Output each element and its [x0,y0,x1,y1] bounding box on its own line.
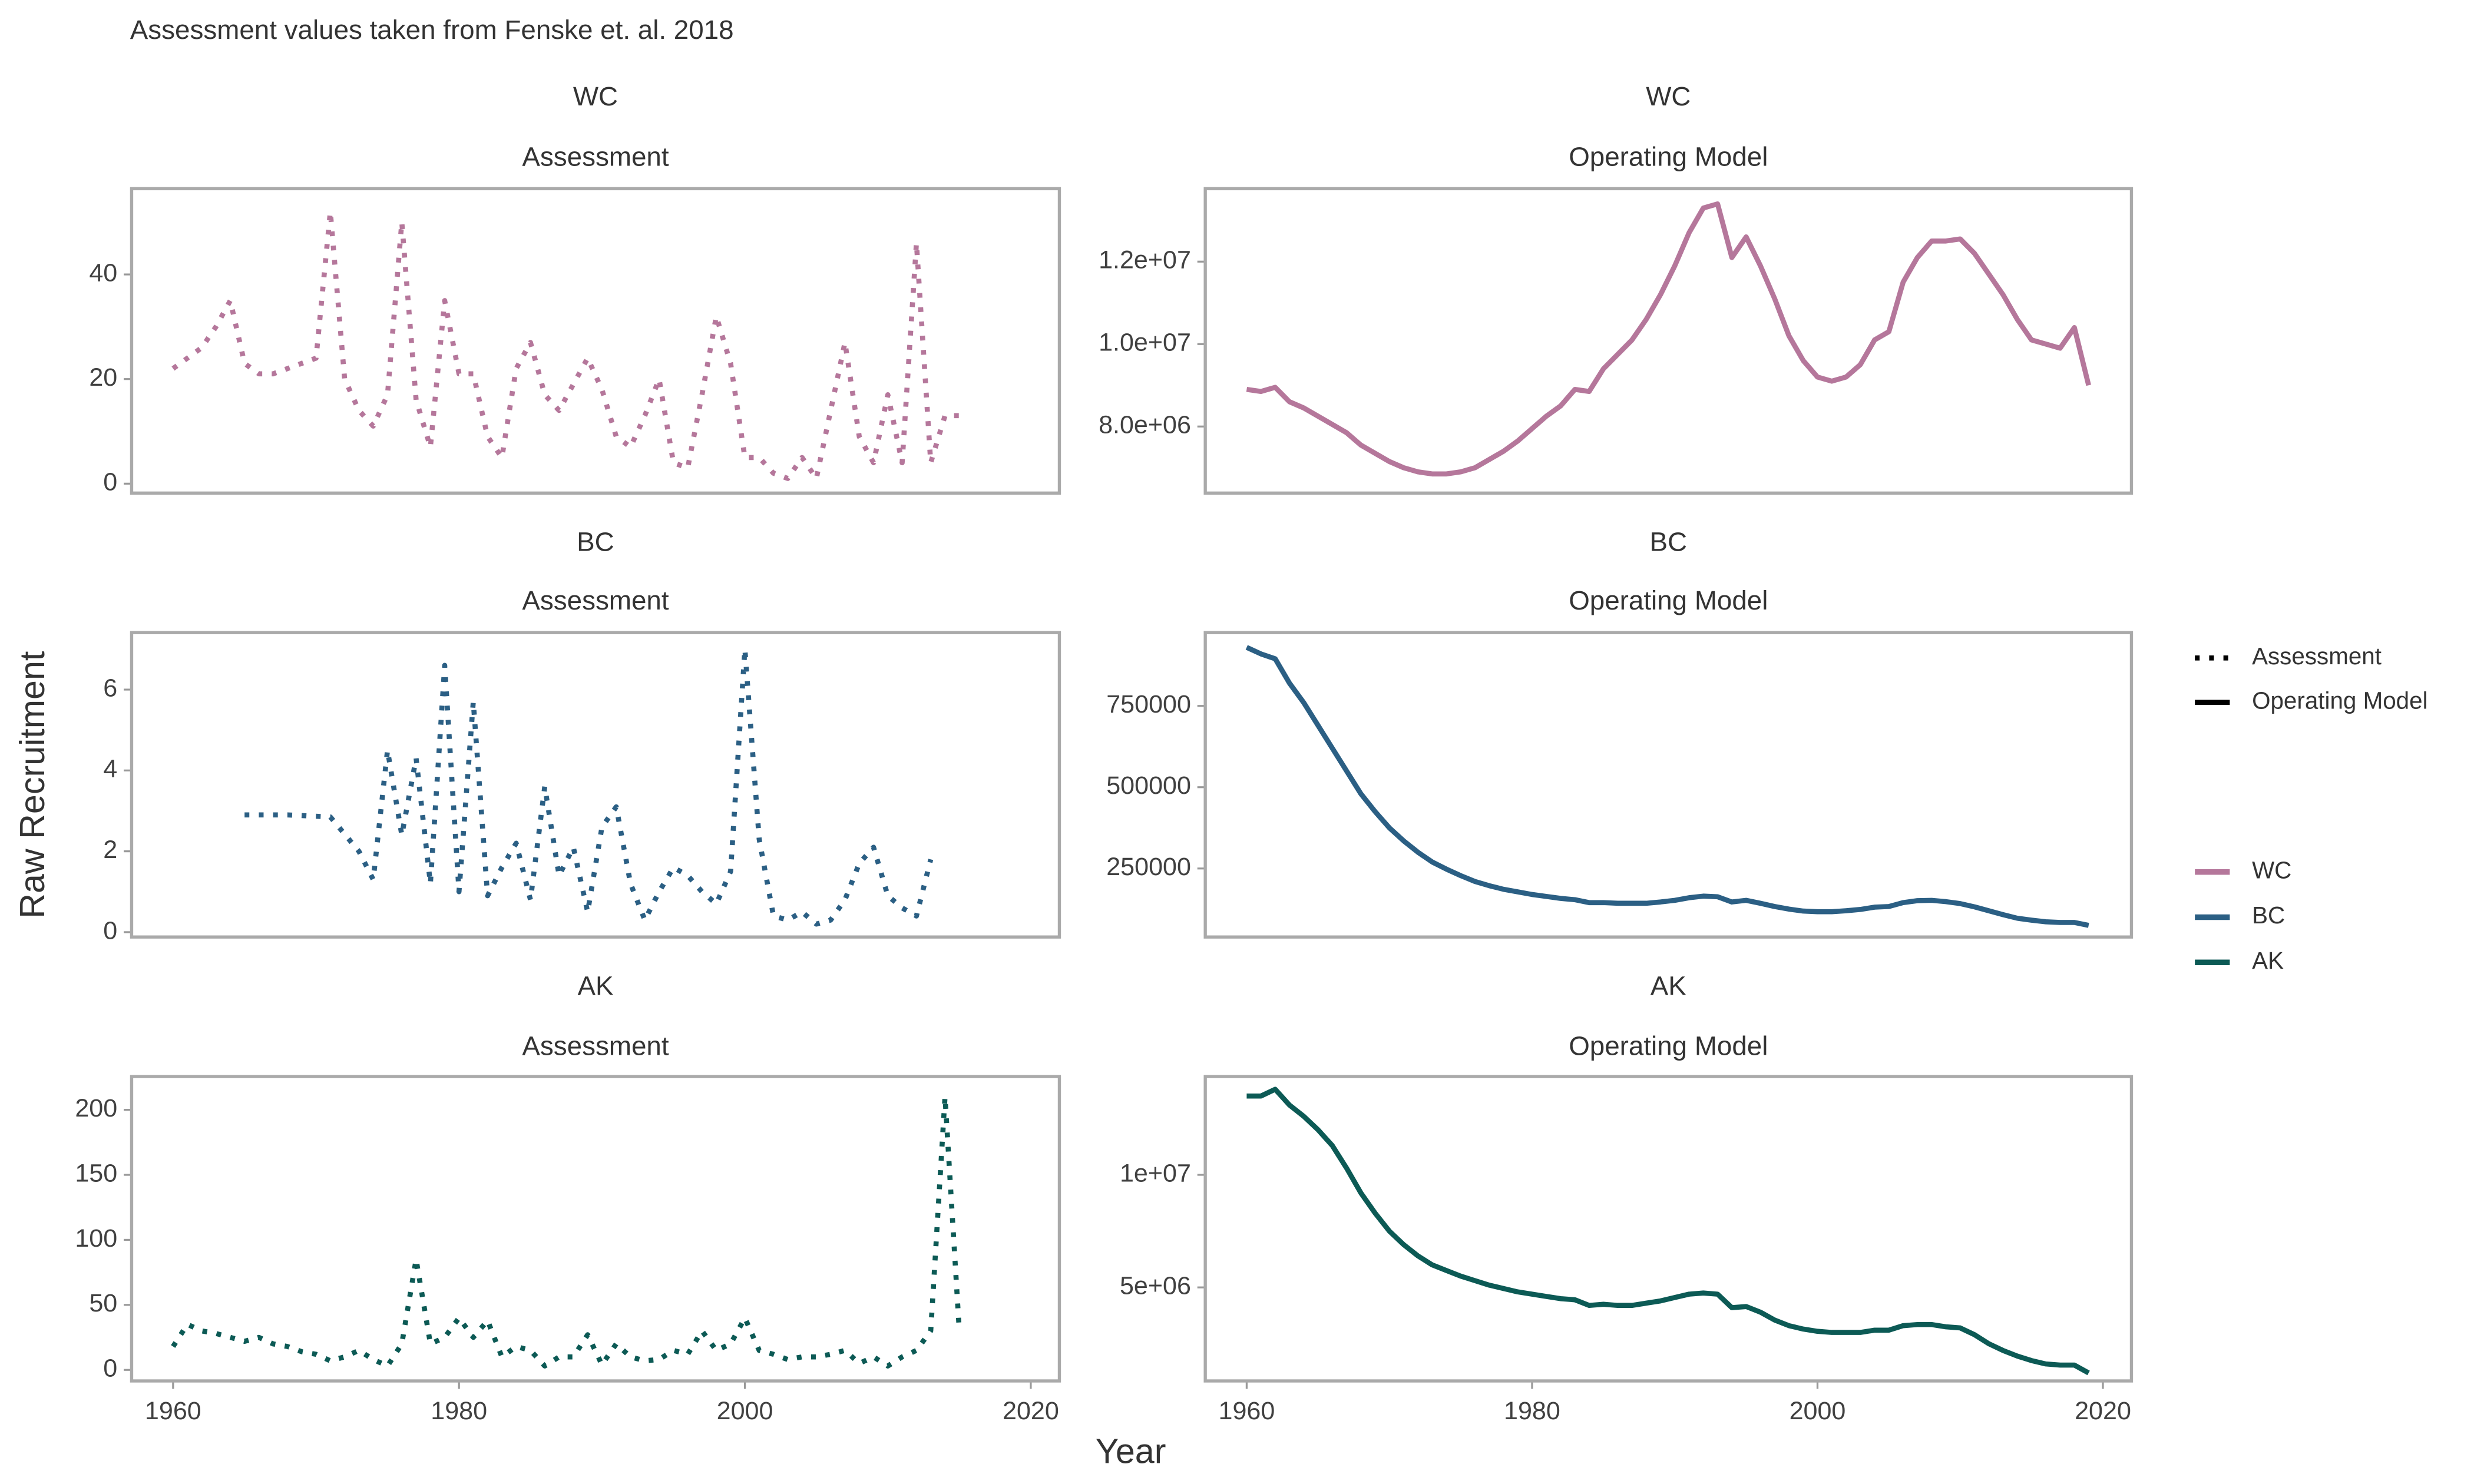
panel-border [1203,631,2134,939]
x-tick-label: 1980 [1504,1397,1560,1425]
y-tick-label: 500000 [1106,771,1191,800]
legend-label: Operating Model [2252,687,2428,714]
series-line [1245,645,2089,928]
x-tick-label: 1960 [145,1397,201,1425]
x-tick-label: 1960 [1219,1397,1275,1425]
panel-border [1203,187,2134,495]
y-tick-label: 0 [103,468,117,496]
panel-title: BC [1650,527,1688,557]
panel-subtitle: Operating Model [1569,141,1768,171]
panel-title: WC [573,81,618,111]
y-tick-label: 1.2e+07 [1099,246,1191,274]
y-tick-label: 0 [103,916,117,945]
panel-subtitle: Assessment [522,585,669,615]
x-tick-label: 2000 [717,1397,773,1425]
y-tick-label: 200 [75,1094,117,1122]
series-line [1246,1086,2090,1376]
panel-border [130,631,1061,939]
y-tick-label: 100 [75,1224,117,1253]
series-line [1246,201,2091,477]
x-tick-label: 2000 [1790,1397,1846,1425]
y-tick-label: 1.0e+07 [1099,329,1191,357]
y-tick-label: 5e+06 [1120,1272,1191,1300]
panel-border [130,1075,1061,1383]
y-tick-label: 20 [89,363,117,392]
legend-label: Assessment [2252,642,2382,670]
panel-title: AK [1651,970,1686,1001]
y-tick-label: 4 [103,755,117,783]
y-tick-label: 50 [89,1289,117,1317]
panel-border [130,187,1061,495]
panel-subtitle: Assessment [522,1031,669,1061]
x-tick-label: 2020 [1003,1397,1059,1425]
series-line [171,1094,962,1369]
legend-label: WC [2252,856,2291,883]
y-tick-label: 0 [103,1354,117,1383]
panel-subtitle: Operating Model [1569,585,1768,615]
y-axis-title: Raw Recruitment [12,651,52,919]
y-tick-label: 250000 [1106,853,1191,881]
y-tick-label: 6 [103,674,117,702]
y-tick-label: 8.0e+06 [1099,411,1191,439]
panel-subtitle: Assessment [522,141,669,171]
y-tick-label: 150 [75,1159,117,1187]
x-tick-label: 1980 [431,1397,487,1425]
series-line [244,647,934,927]
y-tick-label: 750000 [1106,690,1191,718]
legend-label: BC [2252,902,2285,929]
y-tick-label: 2 [103,836,117,864]
panel-border [1203,1075,2134,1383]
legend-label: AK [2252,947,2284,974]
y-tick-label: 1e+07 [1120,1159,1191,1187]
caption: Assessment values taken from Fenske et. … [130,15,734,45]
panel-subtitle: Operating Model [1569,1031,1768,1061]
panel-title: WC [1646,81,1691,111]
panel-title: BC [577,527,614,557]
panel-title: AK [577,970,613,1001]
y-tick-label: 40 [89,259,117,287]
x-tick-label: 2020 [2075,1397,2131,1425]
x-axis-title: Year [1096,1431,1166,1470]
